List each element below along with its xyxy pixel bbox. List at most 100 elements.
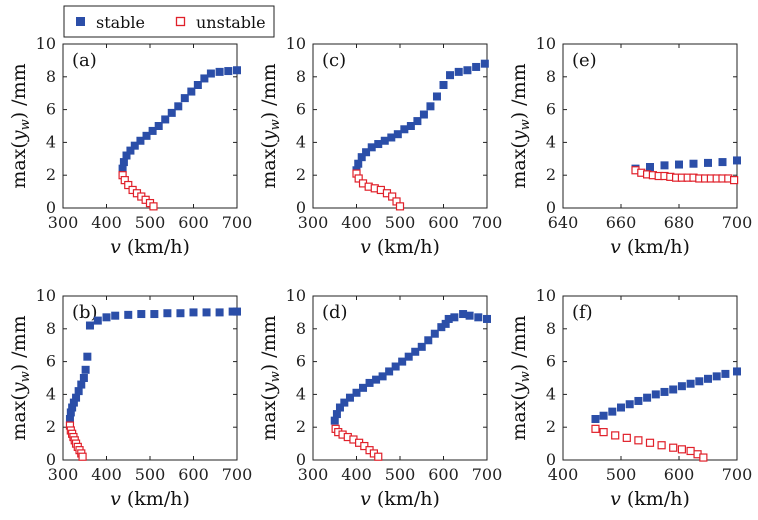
stable-point bbox=[233, 66, 241, 75]
series-unstable bbox=[631, 166, 739, 185]
unstable-point bbox=[599, 428, 608, 437]
x-tick-label: 500 bbox=[385, 465, 416, 484]
stable-point bbox=[424, 336, 433, 345]
y-tick-label: 8 bbox=[546, 319, 556, 338]
y-tick-label: 10 bbox=[36, 34, 56, 53]
stable-point bbox=[72, 393, 81, 402]
y-tick-label: 8 bbox=[46, 319, 56, 338]
series-stable bbox=[591, 367, 741, 423]
y-tick-label: 10 bbox=[286, 34, 306, 53]
x-tick-label: 500 bbox=[385, 213, 416, 232]
stable-point bbox=[441, 319, 450, 328]
stable-point bbox=[472, 62, 481, 71]
stable-point bbox=[465, 311, 474, 320]
stable-point bbox=[480, 59, 489, 68]
stable-point bbox=[446, 71, 455, 80]
stable-point bbox=[432, 92, 441, 101]
x-tick-label: 700 bbox=[472, 213, 503, 232]
stable-point bbox=[625, 400, 634, 409]
unstable-point bbox=[729, 176, 739, 185]
unstable-point bbox=[354, 174, 363, 183]
legend-unstable-label: unstable bbox=[196, 13, 266, 32]
unstable-point bbox=[699, 453, 708, 462]
legend-stable-marker bbox=[76, 17, 85, 26]
stable-point bbox=[174, 102, 183, 111]
stable-point bbox=[417, 342, 426, 351]
stable-point bbox=[660, 161, 669, 170]
stable-point bbox=[391, 362, 400, 371]
unstable-point bbox=[686, 446, 695, 456]
stable-point bbox=[176, 309, 185, 318]
stable-point bbox=[398, 357, 407, 366]
y-tick-label: 8 bbox=[296, 319, 306, 338]
y-tick-label: 4 bbox=[296, 384, 306, 403]
x-axis-label-5: v (km/h) bbox=[610, 488, 690, 510]
stable-point bbox=[406, 122, 415, 130]
stable-point bbox=[354, 159, 363, 168]
x-tick-label: 500 bbox=[606, 465, 637, 484]
stable-point bbox=[122, 151, 131, 160]
stable-point bbox=[704, 374, 712, 383]
y-tick-label: 4 bbox=[46, 132, 56, 151]
stable-point bbox=[387, 133, 396, 142]
x-tick-label: 700 bbox=[722, 465, 753, 484]
y-tick-label: 0 bbox=[546, 198, 556, 217]
x-tick-label: 400 bbox=[91, 465, 122, 484]
stable-point bbox=[228, 307, 237, 316]
panel-e: 640 660 680 700 0 2 4 6 8 10 (e) v (km/h) max(yw) /m… bbox=[508, 34, 752, 258]
stable-point bbox=[202, 308, 211, 317]
y-tick-label: 6 bbox=[546, 352, 556, 371]
stable-point bbox=[359, 383, 368, 392]
y-tick-label: 0 bbox=[296, 198, 306, 217]
y-axis-label-1: max(yw) /mm bbox=[258, 63, 283, 188]
panel-label: (c) bbox=[322, 50, 346, 71]
unstable-point bbox=[634, 436, 643, 445]
stable-point bbox=[733, 156, 741, 165]
legend: stable unstable bbox=[63, 5, 275, 38]
y-axis-label-3: max(yw) /mm bbox=[8, 315, 33, 440]
stable-point bbox=[215, 308, 224, 317]
stable-point bbox=[233, 307, 241, 316]
stable-point bbox=[474, 313, 483, 322]
y-tick-label: 0 bbox=[46, 450, 56, 469]
x-tick-label: 300 bbox=[298, 465, 329, 484]
stable-point bbox=[352, 388, 361, 397]
unstable-point bbox=[611, 431, 620, 440]
x-tick-label: 600 bbox=[178, 465, 209, 484]
stable-point bbox=[718, 158, 727, 167]
stable-point bbox=[167, 108, 176, 117]
panel-label: (a) bbox=[72, 50, 97, 71]
stable-point bbox=[411, 347, 420, 356]
y-tick-label: 10 bbox=[536, 286, 556, 305]
stable-point bbox=[689, 159, 698, 168]
stable-point bbox=[599, 411, 608, 420]
stable-point bbox=[345, 393, 354, 402]
stable-point bbox=[224, 67, 233, 76]
panel-label: (d) bbox=[322, 302, 348, 323]
x-tick-label: 660 bbox=[606, 213, 637, 232]
stable-point bbox=[74, 387, 83, 396]
x-tick-label: 500 bbox=[135, 213, 166, 232]
y-tick-label: 0 bbox=[296, 450, 306, 469]
x-tick-label: 400 bbox=[341, 213, 372, 232]
series-stable bbox=[65, 307, 241, 423]
x-tick-label: 600 bbox=[428, 213, 459, 232]
y-tick-label: 6 bbox=[46, 100, 56, 119]
stable-point bbox=[193, 81, 202, 89]
series-stable bbox=[330, 310, 491, 425]
x-tick-label: 640 bbox=[548, 213, 579, 232]
y-tick-label: 0 bbox=[546, 450, 556, 469]
stable-point bbox=[591, 415, 600, 423]
x-tick-label: 300 bbox=[48, 465, 79, 484]
stable-point bbox=[404, 352, 413, 361]
stable-point bbox=[419, 110, 428, 119]
x-tick-label: 600 bbox=[428, 465, 459, 484]
stable-point bbox=[154, 122, 163, 130]
stable-point bbox=[439, 81, 448, 89]
y-tick-label: 4 bbox=[46, 384, 56, 403]
y-tick-label: 2 bbox=[46, 165, 56, 184]
x-tick-label: 600 bbox=[178, 213, 209, 232]
stable-point bbox=[608, 407, 617, 416]
stable-point bbox=[93, 316, 102, 325]
stable-point bbox=[380, 136, 389, 145]
